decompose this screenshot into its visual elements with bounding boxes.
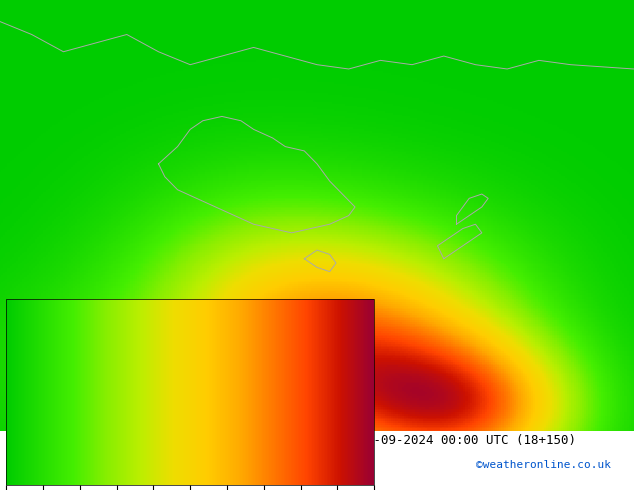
Text: Height 100 hPa Spread mean+σ [gpdm] GFS ENS Th 26-09-2024 00:00 UTC (18+150): Height 100 hPa Spread mean+σ [gpdm] GFS … (6, 434, 576, 447)
Text: ©weatheronline.co.uk: ©weatheronline.co.uk (476, 461, 611, 470)
